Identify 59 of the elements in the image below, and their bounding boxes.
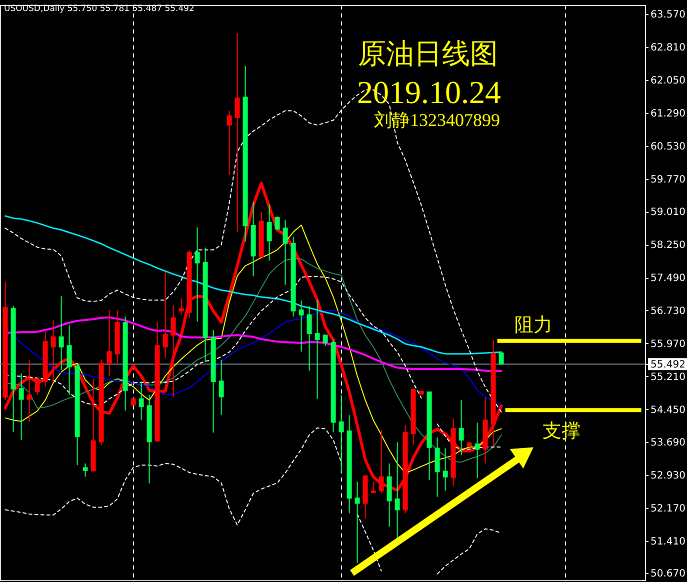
candlestick (282, 219, 288, 286)
annotation: USOUSD,Daily 55.750 55.781 55.487 55.492 (4, 4, 194, 14)
text: 2019.10.24 (357, 74, 501, 110)
candlestick (170, 304, 176, 398)
ref-line-label: 支撑 (542, 421, 580, 442)
candlestick (226, 110, 232, 176)
candlestick (386, 462, 392, 528)
candlestick (434, 436, 440, 498)
candlestick (106, 310, 112, 376)
y-tick-label: 62.810 (650, 42, 686, 54)
y-tick-label: 61.290 (650, 108, 686, 120)
candlestick (338, 394, 344, 474)
y-tick-label: 55.970 (650, 338, 686, 350)
candlestick (178, 298, 184, 316)
y-tick-label: 50.670 (650, 568, 686, 580)
y-tick-label: 59.770 (650, 174, 686, 186)
candlestick (314, 300, 320, 400)
y-tick-label: 54.450 (650, 404, 686, 416)
candlestick (162, 271, 168, 359)
candlestick (322, 334, 328, 347)
text: 原油日线图 (358, 39, 498, 70)
y-tick-label: 55.492 (650, 360, 686, 371)
candlestick (354, 481, 360, 564)
y-tick-label: 63.570 (650, 10, 686, 21)
candlestick (194, 226, 200, 322)
y-tick-label: 58.250 (650, 240, 686, 252)
candlestick (474, 422, 480, 479)
candlestick (58, 296, 64, 370)
candlestick (218, 359, 224, 416)
y-tick-label: 52.170 (650, 504, 686, 515)
candlestick (458, 400, 464, 456)
line-series (4, 224, 502, 474)
candlestick (298, 300, 304, 352)
candlestick (138, 381, 144, 421)
candlestick (370, 481, 376, 494)
candlestick (234, 32, 240, 232)
ref-line-label: 阻力 (514, 314, 552, 336)
candlestick (34, 376, 40, 396)
candlestick (498, 351, 504, 365)
candlestick (66, 324, 72, 396)
candlestick (18, 372, 24, 441)
y-tick-label: 56.730 (650, 306, 686, 317)
y-tick-label: 59.010 (650, 207, 686, 218)
y-tick-label: 52.930 (650, 470, 686, 482)
y-tick-label: 57.490 (650, 273, 686, 284)
y-tick-label: 60.530 (650, 141, 686, 152)
candlestick (50, 320, 56, 382)
line-series (4, 215, 502, 355)
candlestick (442, 448, 448, 492)
annotation: 刘静1323407899 (374, 110, 500, 130)
y-tick-label: 51.410 (650, 536, 686, 548)
y-tick-label: 55.210 (650, 372, 686, 383)
candlestick (306, 306, 312, 372)
candlestick (82, 462, 88, 478)
candlestick (274, 216, 280, 230)
candlestick (26, 359, 32, 422)
candlestick (266, 204, 272, 262)
y-tick-label: 53.690 (650, 438, 686, 449)
y-tick-label: 62.050 (650, 75, 686, 86)
